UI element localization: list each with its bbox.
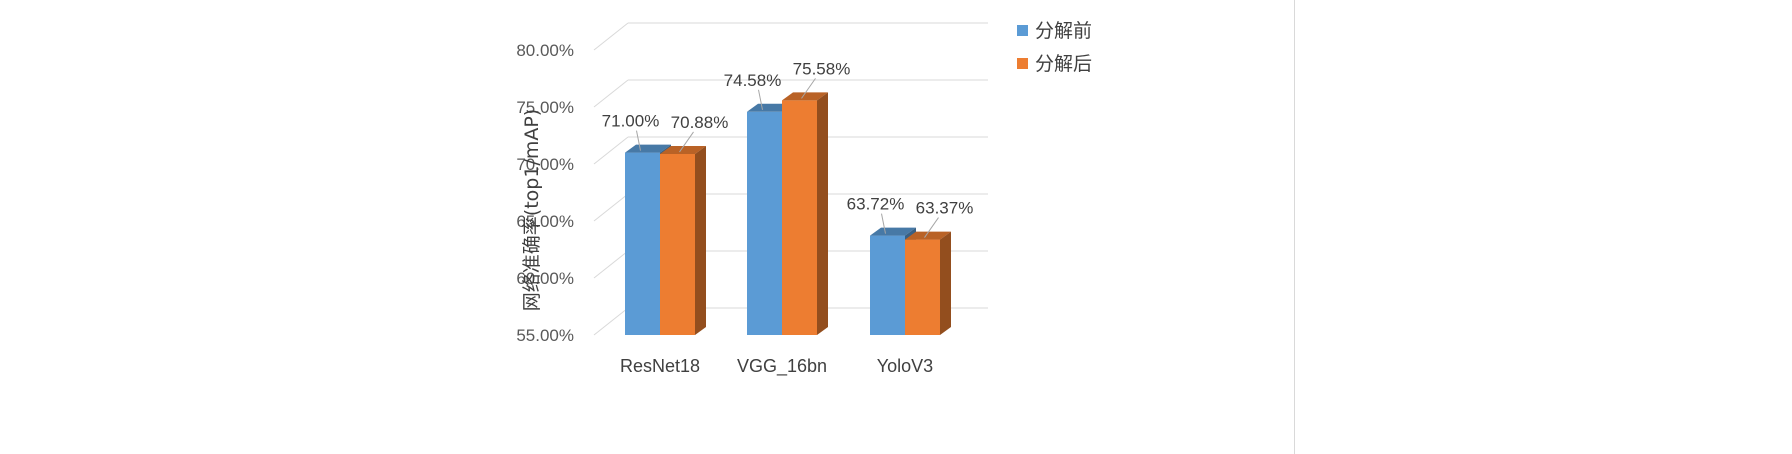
leader-line	[679, 131, 694, 153]
category-labels: ResNet18 VGG_16bn YoloV3	[620, 356, 933, 377]
panel-divider	[1294, 0, 1295, 454]
leader-line	[636, 130, 641, 151]
bar-front	[660, 153, 695, 335]
y-tick-label: 70.00%	[516, 155, 574, 174]
y-tick-label: 60.00%	[516, 269, 574, 288]
y-axis-label: 网络准确率(top1/mAP)	[521, 109, 543, 311]
gridline-depth	[593, 307, 629, 336]
bar-side	[817, 92, 828, 335]
data-label: 75.58%	[793, 59, 851, 78]
bar-top	[625, 144, 671, 153]
category-label: ResNet18	[620, 356, 700, 376]
bar	[782, 92, 828, 335]
category-label: VGG_16bn	[737, 356, 827, 377]
y-tick-label: 80.00%	[516, 41, 574, 60]
leader-line	[924, 217, 939, 238]
bar-front	[625, 152, 660, 335]
legend-label: 分解后	[1035, 53, 1092, 75]
y-tick-labels: 55.00% 60.00% 65.00% 70.00% 75.00% 80.00%	[516, 41, 574, 345]
bar-front	[905, 239, 940, 335]
leader-line	[881, 213, 886, 234]
gridline-depth	[593, 79, 629, 108]
bar-front	[870, 235, 905, 335]
bars	[625, 92, 951, 336]
y-tick-label: 55.00%	[516, 326, 574, 345]
legend-swatch	[1017, 58, 1028, 69]
gridline-depth	[593, 193, 629, 222]
bar-side	[940, 231, 951, 335]
data-label: 71.00%	[602, 112, 660, 131]
bar-front	[747, 111, 782, 336]
bar-top	[905, 231, 951, 240]
bar-top	[747, 103, 793, 112]
bar-side	[695, 145, 706, 335]
legend-swatch	[1017, 25, 1028, 36]
bar	[905, 231, 951, 335]
data-label: 63.37%	[916, 199, 974, 218]
bar-top	[660, 145, 706, 154]
gridline-depth	[593, 22, 629, 51]
bar-top	[782, 92, 828, 101]
leader-line	[801, 78, 816, 99]
bar	[660, 145, 706, 335]
category-label: YoloV3	[877, 356, 933, 376]
data-label: 74.58%	[724, 71, 782, 90]
gridline-depth	[593, 250, 629, 279]
legend-label: 分解前	[1035, 20, 1092, 42]
gridline-depth	[593, 136, 629, 165]
bar-top	[870, 227, 916, 236]
y-tick-label: 65.00%	[516, 212, 574, 231]
data-labels: 71.00% 70.88% 74.58% 75.58% 63.72% 63.37%	[602, 59, 974, 238]
data-label: 63.72%	[847, 195, 905, 214]
y-tick-label: 75.00%	[516, 98, 574, 117]
data-label: 70.88%	[671, 113, 729, 132]
leader-line	[758, 89, 763, 110]
bar-front	[782, 100, 817, 335]
